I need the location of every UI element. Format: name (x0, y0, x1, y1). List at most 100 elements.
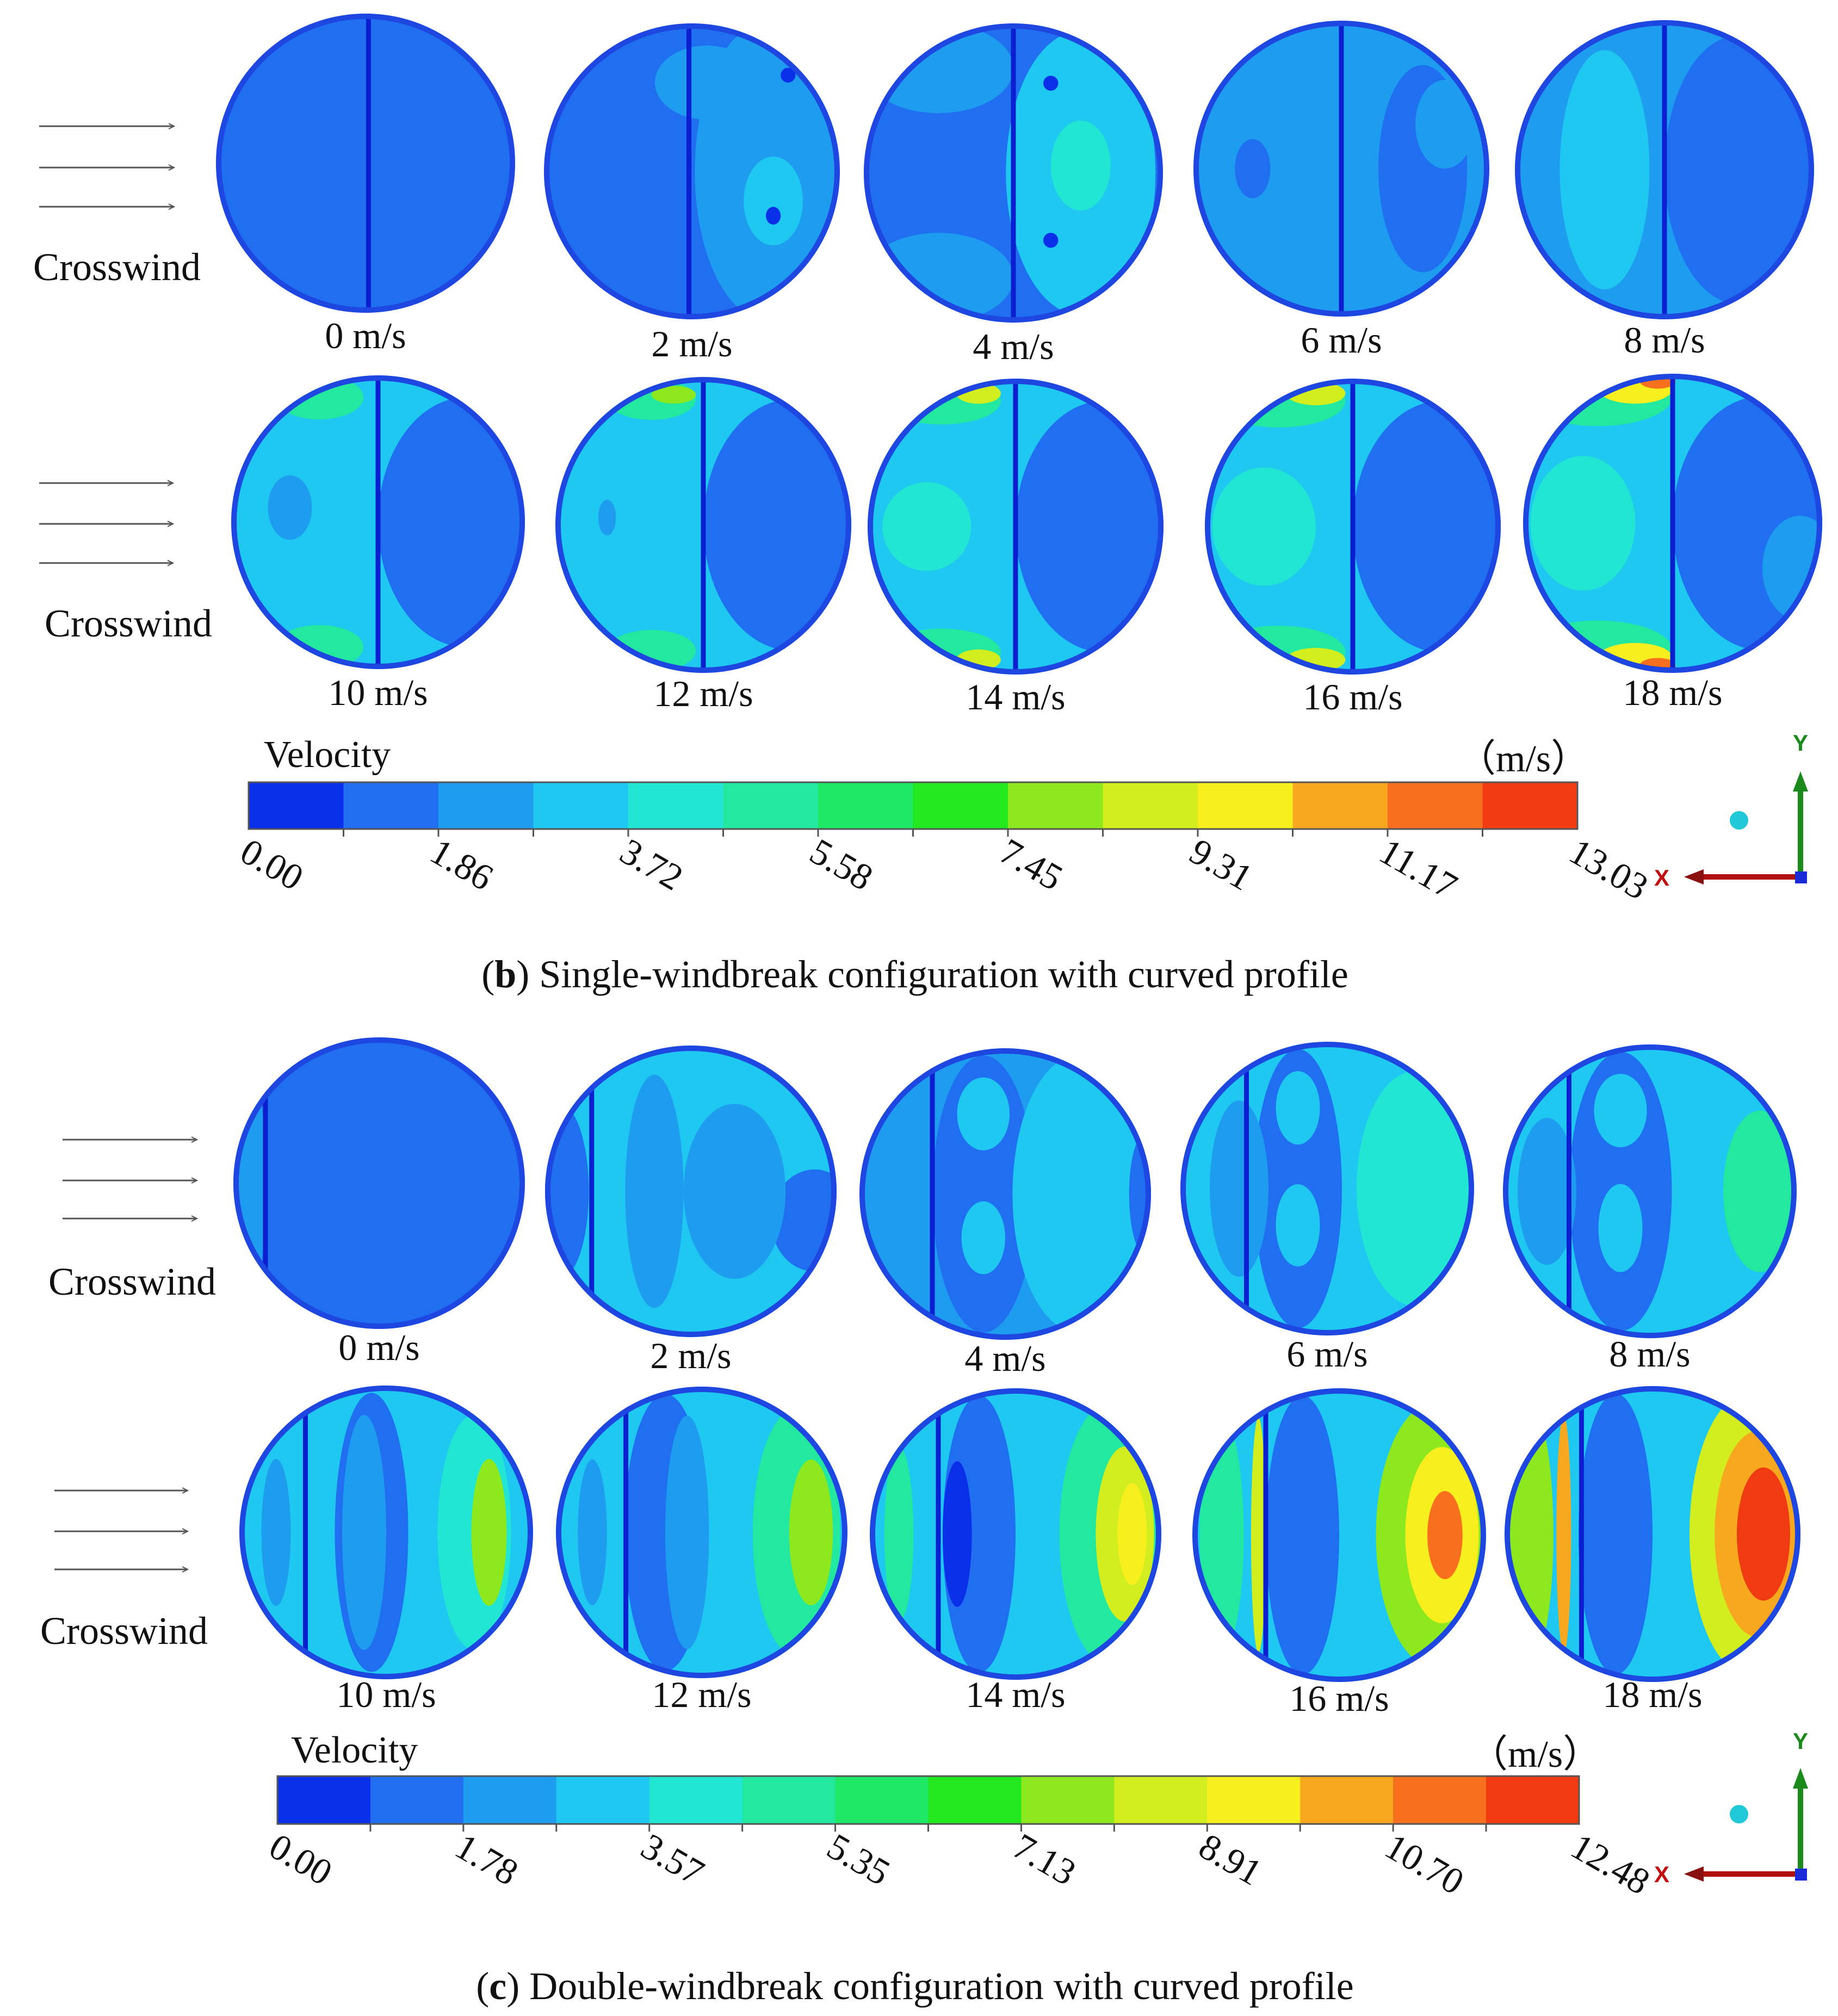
colorbar-unit: （m/s） (1458, 738, 1589, 780)
colorbar-swatch (723, 782, 819, 829)
colorbar-tick-label: 3.72 (614, 830, 690, 898)
contour-outline (1505, 1386, 1800, 1682)
contour-plot (216, 14, 515, 313)
contour-plot (1515, 20, 1814, 319)
contour-plot (1192, 1388, 1486, 1682)
contour-outline (1515, 20, 1814, 319)
axis-triad: Y X (1654, 1728, 1808, 1887)
contour-outline (1205, 379, 1501, 675)
speed-label: 2 m/s (651, 323, 732, 364)
colorbar-swatch (1292, 782, 1388, 829)
colorbar-tick-label: 13.03 (1563, 830, 1656, 907)
speed-label: 14 m/s (966, 676, 1065, 718)
speed-label: 2 m/s (650, 1335, 731, 1376)
z-axis-dot (1730, 1805, 1748, 1823)
colorbar-swatch (1008, 782, 1103, 829)
contour-outline (1192, 1388, 1486, 1682)
crosswind-arrows-b-row2 (39, 483, 173, 563)
speed-label: 4 m/s (964, 1338, 1045, 1379)
contour-plot (859, 1048, 1151, 1340)
contour-plot (545, 1046, 837, 1337)
caption-letter: b (494, 953, 516, 996)
colorbar-tick-label: 7.45 (993, 830, 1070, 898)
caption-letter: c (489, 1964, 506, 2008)
colorbar-swatch (556, 1776, 650, 1824)
colorbar-tick-label: 5.35 (820, 1825, 897, 1893)
colorbar-swatch (463, 1776, 557, 1824)
colorbar-swatch (1393, 1776, 1487, 1824)
crosswind-arrows-c-row2 (54, 1491, 188, 1569)
speed-label: 12 m/s (653, 673, 753, 714)
contour-plot (1523, 374, 1822, 673)
colorbar-tick-label: 1.86 (424, 830, 500, 898)
speed-label: 16 m/s (1303, 676, 1402, 718)
colorbar-swatch (628, 782, 723, 829)
colorbar-swatch (835, 1776, 929, 1824)
speed-label: 14 m/s (966, 1674, 1065, 1715)
speed-label: 4 m/s (973, 326, 1054, 367)
contour-outline (1523, 374, 1822, 673)
colorbar-swatch (818, 782, 913, 829)
contour-outline (216, 14, 515, 313)
z-axis-dot (1730, 811, 1748, 830)
colorbar-c: 0.00 1.78 3.57 5.35 7.13 8.91 10.70 12.48 (263, 1775, 1657, 1902)
crosswind-label: Crosswind (45, 602, 212, 645)
contour-outline (1180, 1042, 1474, 1335)
contour-outline (868, 379, 1164, 675)
panel-b: Crosswind Crosswind 0 m/s 2 m/s 4 m/s 6 … (33, 14, 1822, 996)
contour-outline (870, 1388, 1161, 1680)
colorbar-swatch (1021, 1776, 1115, 1824)
contour-plot (544, 23, 840, 319)
contour-plot (1180, 1042, 1474, 1335)
crosswind-arrows-c-row1 (63, 1140, 197, 1219)
contour-outline (545, 1046, 837, 1337)
caption-c: (c) Double-windbreak configuration with … (476, 1964, 1353, 2008)
speed-label: 12 m/s (652, 1674, 751, 1715)
contour-outline (544, 23, 840, 319)
contour-outline (864, 23, 1163, 323)
speed-label: 6 m/s (1301, 319, 1382, 361)
colorbar-unit: （m/s） (1470, 1734, 1601, 1776)
caption-b: (b) Single-windbreak configuration with … (481, 953, 1348, 996)
colorbar-tick-label: 5.58 (803, 830, 880, 898)
contour-outline (1503, 1044, 1797, 1338)
contour-plot (556, 1387, 847, 1678)
colorbar-tick-label: 10.70 (1378, 1825, 1471, 1902)
colorbar-swatch (249, 782, 344, 829)
speed-label: 8 m/s (1609, 1333, 1690, 1375)
colorbar-tick-label: 3.57 (634, 1825, 711, 1893)
contour-plot (1503, 1044, 1797, 1338)
colorbar-swatch (913, 782, 1008, 829)
colorbar-tick-label: 1.78 (448, 1825, 525, 1893)
colorbar-swatch (1482, 782, 1578, 829)
speed-label: 18 m/s (1623, 672, 1722, 713)
x-axis-label: X (1654, 1862, 1669, 1887)
contour-outline (555, 377, 851, 673)
crosswind-label: Crosswind (40, 1609, 208, 1653)
colorbar-swatch (1114, 1776, 1208, 1824)
contour-outline (233, 1037, 525, 1329)
colorbar-tick-label: 12.48 (1564, 1825, 1657, 1902)
speed-label: 10 m/s (336, 1674, 436, 1715)
contour-outline (1193, 21, 1489, 317)
contour-row-b-2 (231, 374, 1822, 675)
speed-label: 18 m/s (1602, 1674, 1702, 1715)
contour-row-c-1 (233, 1037, 1797, 1340)
contour-outline (556, 1387, 847, 1678)
colorbar-swatch (370, 1776, 464, 1824)
colorbar-swatch (1300, 1776, 1394, 1824)
caption-text: Double-windbreak configuration with curv… (529, 1964, 1354, 2008)
colorbar-b: 0.00 1.86 3.72 5.58 7.45 9.31 11.17 13.03 (234, 781, 1656, 907)
colorbar-swatch (438, 782, 534, 829)
contour-plot (870, 1388, 1161, 1680)
colorbar-tick-label: 0.00 (234, 830, 311, 898)
contour-plot (1193, 21, 1489, 317)
speed-label: 0 m/s (325, 315, 406, 356)
colorbar-title: Velocity (291, 1729, 418, 1771)
colorbar-swatch (1207, 1776, 1301, 1824)
colorbar-tick-label: 11.17 (1373, 830, 1464, 907)
colorbar-tick-label: 8.91 (1192, 1825, 1269, 1893)
colorbar-tick-label: 9.31 (1183, 830, 1260, 898)
contour-row-b-1 (216, 14, 1814, 323)
